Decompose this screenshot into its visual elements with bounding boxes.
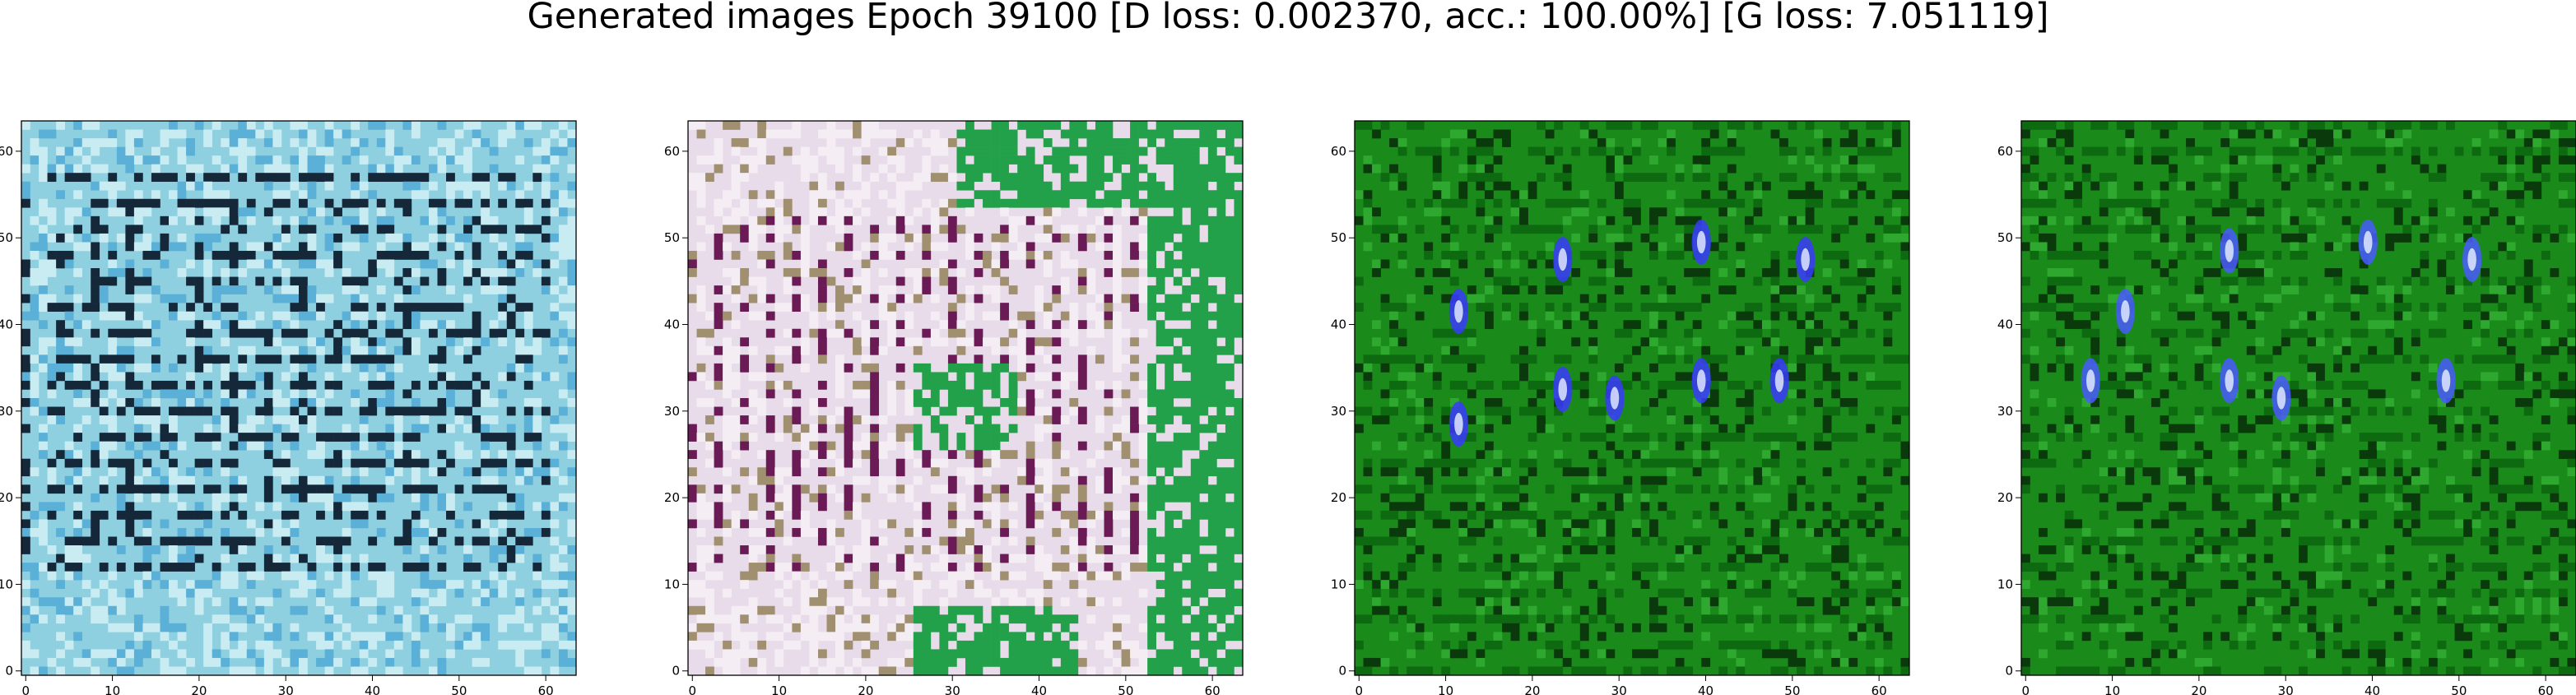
x-tick-label: 30 <box>278 683 294 695</box>
y-tick-label: 20 <box>1997 490 2013 505</box>
y-tick-label: 40 <box>0 317 13 331</box>
image-blob-core <box>1558 248 1568 271</box>
figure-title: Generated images Epoch 39100 [D loss: 0.… <box>527 0 2049 37</box>
y-tick-label: 0 <box>2005 664 2013 679</box>
y-tick-label: 40 <box>1997 317 2013 331</box>
x-tick-label: 0 <box>21 683 30 695</box>
x-tick-label: 0 <box>688 683 696 695</box>
x-tick-label: 20 <box>2191 683 2206 695</box>
image-blob-core <box>1454 299 1463 323</box>
subplot-3: 0 10 20 30 40 50 60 0 10 20 30 40 50 60 <box>1331 120 1910 695</box>
y-tick-label: 30 <box>1997 404 2013 419</box>
y-tick-label: 60 <box>1997 144 2013 159</box>
x-tick-label: 60 <box>538 683 554 695</box>
y-tick-label: 10 <box>1331 577 1346 591</box>
image-blob-core <box>2225 239 2234 262</box>
y-tick-label: 30 <box>1331 404 1346 419</box>
axes-frame <box>1354 120 1910 676</box>
x-tick-label: 20 <box>1524 683 1540 695</box>
y-tick-label: 0 <box>672 664 680 679</box>
image-blob-core <box>1558 378 1568 401</box>
x-tick-label: 10 <box>105 683 120 695</box>
image-blob-core <box>1610 387 1620 410</box>
y-tick-label: 10 <box>664 577 680 591</box>
x-tick-label: 20 <box>858 683 873 695</box>
image-blob-core <box>2121 299 2130 323</box>
y-tick-label: 30 <box>664 404 680 419</box>
x-tick-label: 40 <box>1031 683 1047 695</box>
image-blob-core <box>2363 230 2373 254</box>
y-tick-label: 50 <box>1331 230 1346 245</box>
image-blob-core <box>1454 412 1463 436</box>
x-tick-label: 60 <box>1205 683 1221 695</box>
image-blob-core <box>2225 369 2234 392</box>
x-tick-label: 40 <box>2364 683 2380 695</box>
image-pixels <box>2021 121 2576 676</box>
x-tick-label: 10 <box>1438 683 1453 695</box>
y-tick-label: 40 <box>1331 317 1346 331</box>
y-tick-label: 10 <box>1997 577 2013 591</box>
x-tick-label: 30 <box>2278 683 2294 695</box>
y-tick-label: 50 <box>1997 230 2013 245</box>
subplot-4: 0 10 20 30 40 50 60 0 10 20 30 40 50 60 <box>1997 120 2576 695</box>
y-tick-label: 60 <box>1331 144 1346 159</box>
y-tick-label: 10 <box>0 577 13 591</box>
subplot-1: 0 10 20 30 40 50 60 0 10 20 30 40 50 60 <box>0 120 577 695</box>
x-tick-label: 30 <box>945 683 960 695</box>
x-tick-label: 10 <box>2104 683 2120 695</box>
y-tick-label: 50 <box>664 230 680 245</box>
image-blob-core <box>1801 248 1810 271</box>
x-tick-label: 50 <box>451 683 467 695</box>
x-tick-label: 60 <box>1872 683 1887 695</box>
x-tick-label: 50 <box>2451 683 2467 695</box>
x-tick-label: 30 <box>1611 683 1627 695</box>
x-tick-label: 0 <box>2021 683 2030 695</box>
y-tick-label: 60 <box>0 144 13 159</box>
axes-frame <box>687 120 1244 676</box>
y-tick-label: 20 <box>0 490 13 505</box>
y-tick-label: 0 <box>5 664 13 679</box>
x-tick-label: 0 <box>1355 683 1363 695</box>
image-blob-core <box>2467 248 2476 271</box>
y-tick-label: 40 <box>664 317 680 331</box>
y-tick-label: 30 <box>0 404 13 419</box>
y-tick-label: 20 <box>664 490 680 505</box>
image-blob-core <box>2276 387 2286 410</box>
image-pixels <box>688 121 1244 676</box>
image-blob-core <box>2441 369 2451 392</box>
axes-frame <box>21 120 577 676</box>
x-tick-label: 20 <box>191 683 207 695</box>
image-blob-core <box>2085 369 2095 392</box>
x-tick-label: 60 <box>2538 683 2554 695</box>
image-blob-core <box>1696 230 1706 254</box>
y-tick-label: 20 <box>1331 490 1346 505</box>
image-blob-core <box>1696 369 1706 392</box>
x-tick-label: 50 <box>1118 683 1133 695</box>
x-tick-label: 50 <box>1784 683 1800 695</box>
image-pixels <box>21 121 577 676</box>
subplot-2: 0 10 20 30 40 50 60 0 10 20 30 40 50 60 <box>664 120 1244 695</box>
y-tick-label: 50 <box>0 230 13 245</box>
image-blob-core <box>1774 369 1784 392</box>
x-tick-label: 10 <box>771 683 787 695</box>
y-tick-label: 60 <box>664 144 680 159</box>
x-tick-label: 40 <box>365 683 380 695</box>
x-tick-label: 40 <box>1698 683 1713 695</box>
axes-frame <box>2020 120 2576 676</box>
image-pixels <box>1355 121 1910 676</box>
y-tick-label: 0 <box>1338 664 1346 679</box>
